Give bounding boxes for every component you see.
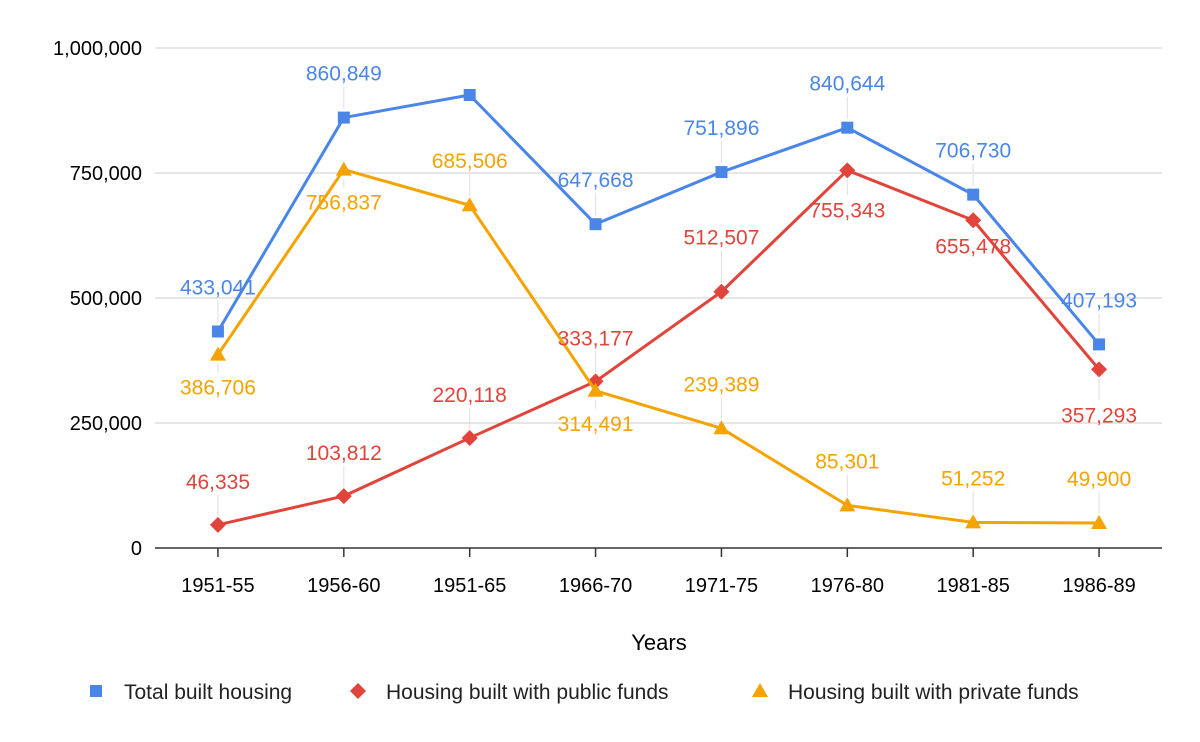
data-labels: 433,041 860,849 647,668 751,896 840,644 706,7…	[180, 63, 1137, 494]
data-label: 103,812	[306, 442, 382, 465]
axes: 0 250,000 500,000 750,000 1,000,000 1951-55 19…	[53, 38, 1162, 597]
gridlines	[155, 47, 1162, 424]
legend-marker	[350, 683, 366, 699]
data-point	[461, 197, 478, 212]
data-point	[463, 89, 476, 101]
data-label: 860,849	[306, 63, 382, 86]
data-label: 49,900	[1067, 468, 1131, 491]
x-tick-label: 1956-60	[307, 575, 380, 597]
data-point	[839, 497, 856, 512]
y-tick-label: 1,000,000	[53, 38, 142, 60]
legend: Total built housing Housing built with pu…	[90, 681, 1079, 704]
data-point	[461, 429, 478, 446]
data-point	[1091, 515, 1108, 530]
x-tick-label: 1971-75	[685, 575, 758, 597]
series-line	[216, 168, 1100, 525]
data-label: 512,507	[683, 227, 759, 250]
data-point	[1091, 361, 1108, 378]
data-point	[965, 514, 982, 529]
y-tick-label: 250,000	[70, 413, 142, 435]
data-label: 85,301	[815, 450, 879, 473]
data-label: 751,896	[683, 117, 759, 140]
data-point	[1093, 338, 1106, 351]
series-line	[216, 93, 1101, 346]
data-label: 239,389	[683, 373, 759, 396]
x-tick-label: 1966-70	[559, 575, 632, 597]
data-point	[209, 516, 226, 533]
legend-marker	[752, 683, 768, 697]
data-label: 357,293	[1061, 404, 1137, 427]
data-point	[209, 346, 226, 361]
x-tick-label: 1951-55	[181, 575, 254, 597]
data-point	[211, 325, 224, 338]
x-tick-label: 1981-85	[936, 575, 1009, 597]
y-tick-label: 750,000	[70, 163, 142, 185]
data-point	[967, 188, 980, 201]
data-point	[587, 382, 604, 397]
x-tick-label: 1986-89	[1062, 575, 1135, 597]
data-label: 647,668	[558, 169, 634, 192]
data-label: 333,177	[558, 327, 634, 350]
x-tick-label: 1976-80	[811, 575, 884, 597]
data-label: 314,491	[558, 413, 634, 436]
data-label: 840,644	[809, 73, 885, 96]
data-point	[713, 283, 730, 300]
label-leaders	[217, 86, 1100, 516]
legend-label: Housing built with public funds	[386, 681, 669, 704]
data-label: 706,730	[935, 140, 1011, 163]
data-label: 407,193	[1061, 289, 1137, 312]
series-line	[217, 168, 1101, 527]
data-label: 755,343	[809, 199, 885, 222]
legend-label: Total built housing	[124, 681, 292, 704]
data-point	[713, 420, 730, 435]
data-point	[841, 121, 854, 134]
data-point	[335, 488, 352, 505]
x-tick-label: 1951-65	[433, 575, 506, 597]
data-label: 433,041	[180, 276, 256, 299]
data-label: 220,118	[433, 384, 507, 407]
data-point	[715, 166, 728, 179]
data-label: 51,252	[941, 467, 1005, 490]
series-lines	[209, 89, 1108, 533]
data-label: 655,478	[935, 235, 1011, 258]
data-label: 685,506	[432, 150, 508, 173]
data-label: 386,706	[180, 377, 256, 400]
legend-marker	[90, 685, 102, 697]
data-label: 46,335	[186, 471, 250, 494]
legend-label: Housing built with private funds	[788, 681, 1079, 704]
x-axis-title: Years	[631, 630, 686, 655]
data-point	[335, 161, 352, 176]
data-point	[589, 218, 602, 231]
data-label: 756,837	[306, 192, 382, 215]
y-tick-label: 500,000	[70, 288, 142, 310]
data-point	[839, 162, 856, 179]
y-tick-label: 0	[131, 538, 142, 560]
data-point	[965, 212, 982, 229]
data-point	[337, 111, 350, 124]
